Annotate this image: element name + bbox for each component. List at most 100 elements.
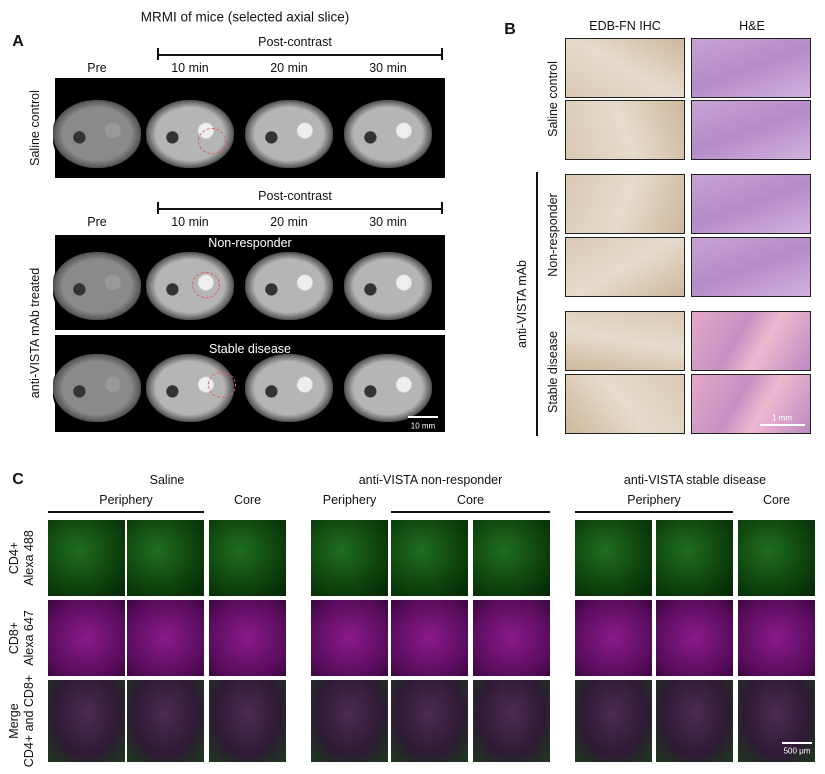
row-label: Non-responder (546, 193, 560, 277)
fluorescence-image (209, 680, 286, 762)
scale-bar (760, 424, 805, 426)
panel-letter: A (12, 33, 24, 50)
fluorescence-image (738, 520, 815, 596)
fluorescence-image (656, 520, 733, 596)
panel-title: MRMI of mice (selected axial slice) (140, 9, 350, 25)
timepoint: Pre (87, 61, 107, 75)
rule (48, 511, 204, 513)
ihc-image (565, 174, 685, 234)
row-label: Stable disease (546, 330, 560, 414)
scale-bar (408, 416, 438, 418)
rule (441, 202, 443, 214)
scale-bar-label: 500 μm (783, 746, 811, 756)
subgroup-label: Stable disease (208, 342, 292, 356)
fluorescence-image (311, 680, 388, 762)
timepoint: 30 min (369, 61, 407, 75)
header: Post-contrast (258, 35, 332, 49)
fluorescence-image (311, 520, 388, 596)
fluorescence-image (473, 680, 550, 762)
panel-letter: B (504, 21, 516, 38)
region-label: Periphery (322, 493, 377, 507)
fluorescence-image (48, 520, 125, 596)
tumor-outline (198, 128, 226, 154)
mri-image (344, 354, 432, 422)
fluorescence-image (391, 600, 468, 676)
fluorescence-image (209, 520, 286, 596)
rule (536, 172, 538, 436)
subgroup-label: Non-responder (208, 236, 292, 250)
he-image (691, 237, 811, 297)
fluorescence-image (48, 600, 125, 676)
tumor-outline (192, 272, 220, 298)
fluorescence-image (575, 680, 652, 762)
rule (391, 511, 550, 513)
row-label: Saline control (28, 90, 42, 166)
header: Post-contrast (258, 189, 332, 203)
group-title: anti-VISTA stable disease (623, 473, 767, 487)
timepoint: 20 min (270, 61, 308, 75)
row-label: CD8+ (7, 621, 21, 655)
region-label: Periphery (627, 493, 681, 507)
column-header: H&E (739, 19, 765, 33)
fluorescence-image (656, 680, 733, 762)
mri-image (344, 252, 432, 320)
ihc-image (565, 100, 685, 160)
timepoint: 30 min (369, 215, 407, 229)
mri-image (245, 252, 333, 320)
ihc-image (565, 311, 685, 371)
timepoint: 20 min (270, 215, 308, 229)
ihc-image (565, 374, 685, 434)
mri-image (245, 100, 333, 168)
fluorescence-image (575, 600, 652, 676)
scale-bar-label: 10 mm (410, 421, 436, 431)
mri-image (53, 354, 141, 422)
fluorescence-image (127, 520, 204, 596)
he-image (691, 100, 811, 160)
fluorescence-image (311, 600, 388, 676)
group-title: anti-VISTA non-responder (358, 473, 503, 487)
mri-image (53, 252, 141, 320)
timepoint: 10 min (171, 61, 209, 75)
fluorescence-image (391, 680, 468, 762)
panel-letter: C (12, 471, 24, 488)
timepoint: 10 min (171, 215, 209, 229)
tumor-outline (208, 372, 236, 398)
ihc-image (565, 38, 685, 98)
fluorescence-image (473, 520, 550, 596)
fluorescence-image (127, 680, 204, 762)
row-label: CD4+ (7, 541, 21, 575)
region-label: Core (233, 493, 262, 507)
fluorescence-image (473, 600, 550, 676)
fluorescence-image (738, 600, 815, 676)
scale-bar (782, 742, 812, 744)
region-label: Periphery (99, 493, 153, 507)
fluorescence-image (575, 520, 652, 596)
rule (575, 511, 733, 513)
scale-bar-label: 1 mm (772, 413, 792, 423)
column-header: EDB-FN IHC (589, 19, 661, 33)
he-image (691, 174, 811, 234)
row-label: Alexa 488 (22, 530, 36, 586)
group-title: Saline (149, 473, 185, 487)
region-label: Core (762, 493, 791, 507)
row-label: anti-VISTA mAb treated (28, 267, 42, 399)
row-label: Saline control (546, 61, 560, 137)
he-image (691, 38, 811, 98)
group-label: anti-VISTA mAb (515, 260, 529, 348)
timepoint: Pre (87, 215, 107, 229)
fluorescence-image (209, 600, 286, 676)
region-label: Core (456, 493, 485, 507)
rule (157, 48, 159, 60)
mri-image (344, 100, 432, 168)
row-label: CD4+ and CD8+ (22, 674, 36, 768)
rule (441, 48, 443, 60)
row-label: Merge (7, 703, 21, 739)
mri-image (245, 354, 333, 422)
fluorescence-image (656, 600, 733, 676)
rule (157, 202, 159, 214)
mri-image (53, 100, 141, 168)
rule (157, 208, 442, 210)
rule (157, 54, 442, 56)
fluorescence-image (391, 520, 468, 596)
